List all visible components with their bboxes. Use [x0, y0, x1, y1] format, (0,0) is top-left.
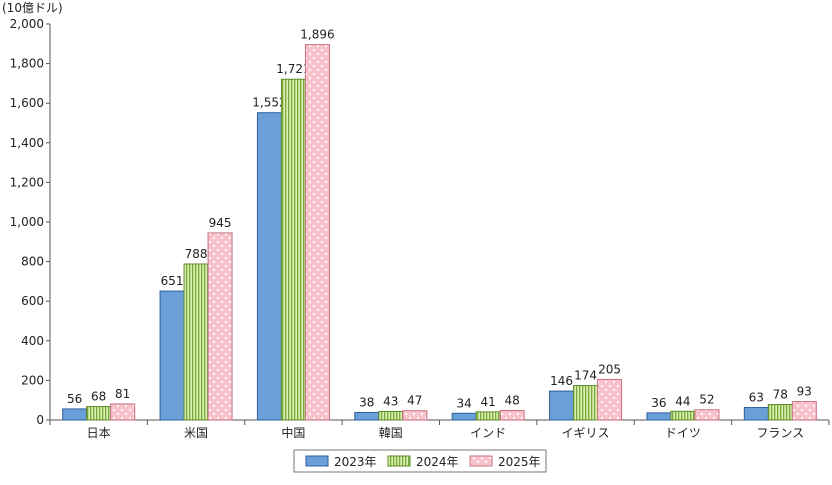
x-category-label: 日本 [87, 426, 111, 440]
bar-2 [573, 385, 599, 421]
data-label: 651 [161, 274, 184, 288]
data-label: 41 [481, 395, 496, 409]
data-label: 1,552 [252, 96, 286, 110]
bar-1 [354, 411, 380, 421]
bar-2 [767, 404, 793, 421]
y-tick-label: 200 [21, 373, 44, 387]
bar-2 [475, 411, 501, 421]
bar-1 [256, 112, 282, 421]
legend-swatch-1 [305, 455, 329, 467]
x-category-label: 米国 [184, 426, 208, 440]
data-label: 52 [699, 393, 714, 407]
y-tick-label: 2,000 [10, 17, 44, 31]
x-category-label: インド [470, 426, 506, 440]
data-label: 1,896 [300, 28, 334, 42]
bar-1 [549, 390, 575, 421]
y-tick-label: 1,000 [10, 215, 44, 229]
bar-1 [62, 408, 88, 421]
data-label: 1,721 [276, 62, 310, 76]
data-label: 34 [457, 396, 472, 410]
y-tick-label: 0 [36, 413, 44, 427]
data-label: 174 [574, 369, 597, 383]
y-tick-label: 600 [21, 294, 44, 308]
y-tick-label: 1,200 [10, 175, 44, 189]
x-category-label: 韓国 [379, 426, 403, 440]
data-label: 47 [407, 394, 422, 408]
data-label: 205 [598, 362, 621, 376]
bar-3 [304, 44, 330, 421]
legend-label: 2025年 [498, 455, 541, 469]
x-category-label: フランス [756, 426, 804, 440]
data-label: 81 [115, 387, 130, 401]
bar-3 [694, 409, 720, 421]
y-tick-label: 1,600 [10, 96, 44, 110]
x-category-label: イギリス [562, 426, 610, 440]
bar-3 [110, 403, 136, 421]
bar-3 [499, 409, 525, 421]
y-tick-label: 1,400 [10, 136, 44, 150]
bar-3 [791, 401, 817, 421]
legend-swatch-3 [469, 455, 493, 467]
bar-1 [159, 290, 185, 421]
bar-2 [86, 406, 112, 421]
data-label: 788 [185, 247, 208, 261]
bar-2 [378, 410, 404, 421]
bar-3 [597, 378, 623, 421]
bar-3 [402, 410, 428, 421]
bar-1 [743, 407, 769, 421]
data-label: 48 [505, 393, 520, 407]
data-label: 146 [550, 374, 573, 388]
legend-label: 2024年 [416, 455, 459, 469]
bar-1 [646, 412, 672, 421]
data-label: 36 [651, 396, 666, 410]
data-label: 945 [209, 216, 232, 230]
data-label: 78 [773, 388, 788, 402]
x-category-label: 中国 [281, 425, 305, 440]
bar-2 [670, 410, 696, 421]
y-tick-label: 800 [21, 255, 44, 269]
x-category-label: ドイツ [665, 426, 701, 440]
data-label: 68 [91, 390, 106, 404]
bar-1 [451, 412, 477, 421]
data-label: 93 [797, 385, 812, 399]
data-label: 38 [359, 395, 374, 409]
data-label: 63 [749, 391, 764, 405]
bar-3 [207, 232, 233, 421]
legend-swatch-2 [387, 455, 411, 467]
bar-2 [280, 78, 306, 421]
y-tick-label: 400 [21, 334, 44, 348]
legend-label: 2023年 [334, 455, 377, 469]
y-axis-unit-label: (10億ドル) [2, 1, 63, 15]
data-label: 43 [383, 394, 398, 408]
data-label: 56 [67, 392, 82, 406]
bar-2 [183, 263, 209, 421]
data-label: 44 [675, 394, 690, 408]
y-tick-label: 1,800 [10, 57, 44, 71]
